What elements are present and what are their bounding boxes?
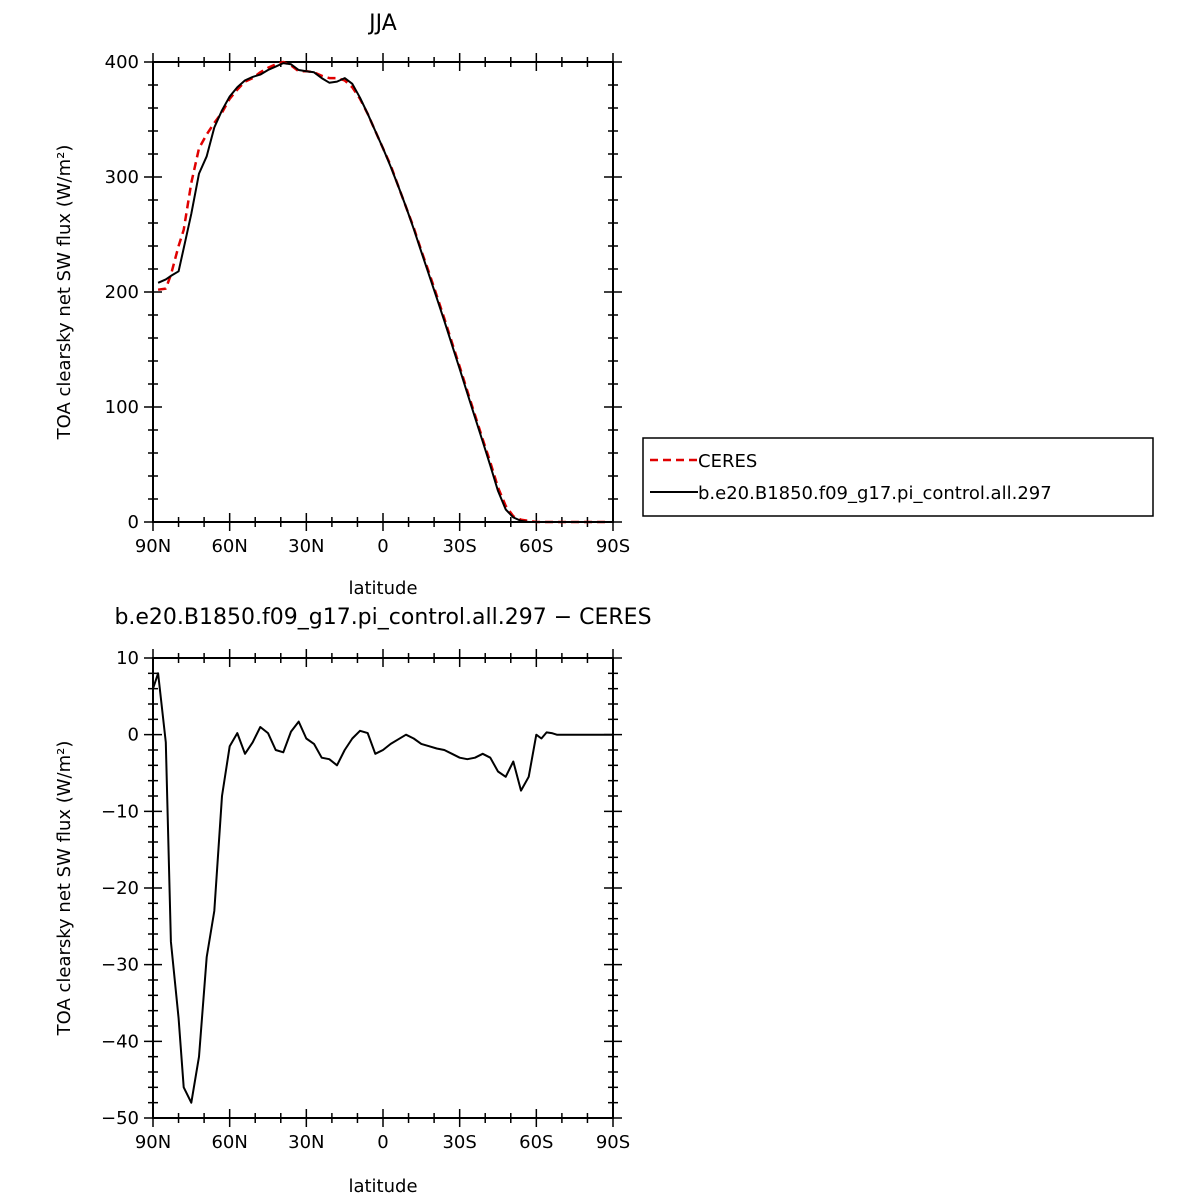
- x-tick-label: 60N: [211, 1132, 247, 1153]
- y-tick-label: −50: [101, 1108, 139, 1129]
- bottom-y-axis-label: TOA clearsky net SW flux (W/m²): [54, 741, 75, 1037]
- x-tick-label: 30S: [442, 1132, 476, 1153]
- x-tick-label: 90S: [596, 536, 630, 557]
- top-tick-marks: [144, 53, 622, 531]
- y-tick-label: −40: [101, 1031, 139, 1052]
- top-y-tick-labels: 0 100 200 300 400: [105, 52, 139, 533]
- y-tick-label: −10: [101, 801, 139, 822]
- bottom-tick-marks: [144, 649, 622, 1127]
- bottom-series-lines: [152, 672, 613, 1104]
- legend: CERES b.e20.B1850.f09_g17.pi_control.all…: [642, 437, 1154, 517]
- x-tick-label: 30N: [288, 1132, 324, 1153]
- x-tick-label: 90S: [596, 1132, 630, 1153]
- y-tick-label: 0: [128, 512, 139, 533]
- y-tick-label: 100: [105, 397, 139, 418]
- legend-label-model: b.e20.B1850.f09_g17.pi_control.all.297: [698, 483, 1052, 504]
- bottom-plot-frame: [152, 657, 614, 1119]
- y-tick-label: 10: [116, 648, 139, 669]
- series-line-difference: [152, 672, 613, 1104]
- y-tick-label: 300: [105, 167, 139, 188]
- y-tick-label: −20: [101, 878, 139, 899]
- y-tick-label: 200: [105, 282, 139, 303]
- top-x-tick-labels: 90N 60N 30N 0 30S 60S 90S: [135, 536, 630, 557]
- legend-label-ceres: CERES: [698, 451, 757, 472]
- x-tick-label: 0: [377, 536, 388, 557]
- bottom-x-tick-labels: 90N 60N 30N 0 30S 60S 90S: [135, 1132, 630, 1153]
- top-panel: JJA 90N 60N 30N 0 30S 60S 90S 0 100 200 …: [54, 11, 630, 599]
- x-tick-label: 0: [377, 1132, 388, 1153]
- bottom-x-axis-label: latitude: [348, 1176, 417, 1197]
- series-line-b-e20-b1850-f09-g17-pi-control-all-297: [157, 62, 606, 523]
- bottom-panel: b.e20.B1850.f09_g17.pi_control.all.297 −…: [54, 605, 652, 1197]
- x-tick-label: 60N: [211, 536, 247, 557]
- x-tick-label: 60S: [519, 536, 553, 557]
- y-tick-label: 0: [128, 725, 139, 746]
- top-plot-frame: [152, 61, 614, 523]
- x-tick-label: 90N: [135, 1132, 171, 1153]
- y-tick-label: −30: [101, 955, 139, 976]
- top-panel-title: JJA: [367, 11, 397, 36]
- y-tick-label: 400: [105, 52, 139, 73]
- top-series-lines: [157, 60, 606, 524]
- x-tick-label: 60S: [519, 1132, 553, 1153]
- bottom-y-tick-labels: 10 0 −10 −20 −30 −40 −50: [101, 648, 139, 1129]
- bottom-panel-title: b.e20.B1850.f09_g17.pi_control.all.297 −…: [114, 605, 651, 630]
- x-tick-label: 30N: [288, 536, 324, 557]
- top-x-axis-label: latitude: [348, 578, 417, 599]
- top-y-axis-label: TOA clearsky net SW flux (W/m²): [54, 145, 75, 441]
- x-tick-label: 90N: [135, 536, 171, 557]
- legend-box: [642, 437, 1154, 517]
- x-tick-label: 30S: [442, 536, 476, 557]
- series-line-ceres: [157, 60, 606, 524]
